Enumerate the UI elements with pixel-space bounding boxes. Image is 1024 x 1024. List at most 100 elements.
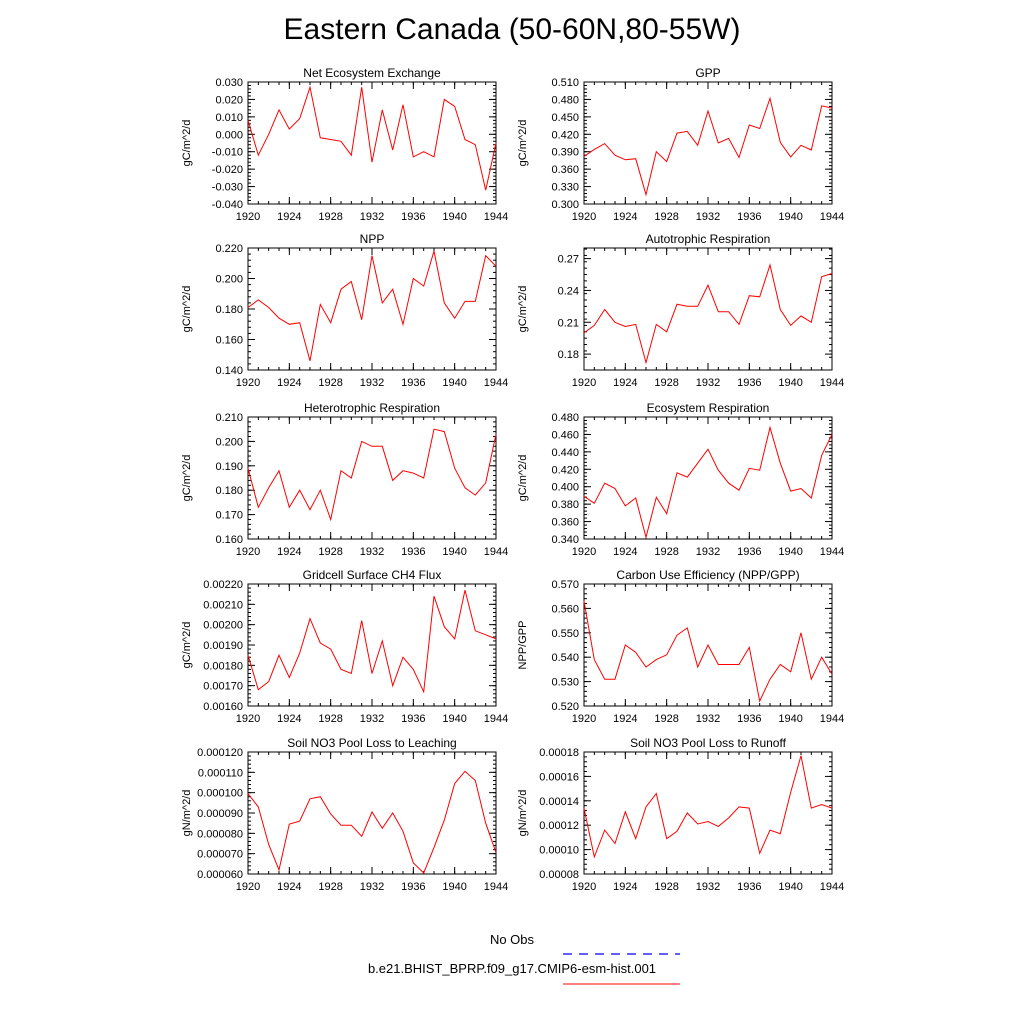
x-tick-label: 1932: [360, 377, 384, 389]
y-tick-label: 0.00018: [539, 747, 579, 759]
x-tick-label: 1924: [277, 881, 301, 893]
x-tick-label: 1944: [820, 211, 844, 223]
series-line: [583, 601, 833, 703]
y-tick-label: 0.00210: [203, 599, 243, 611]
y-tick-label: 0.18: [558, 349, 579, 361]
series-line: [247, 85, 497, 191]
x-tick-label: 1924: [613, 377, 637, 389]
series-line: [583, 425, 833, 540]
y-tick-label: 0.480: [551, 412, 579, 424]
panel-8: 1920 1924 1928 1932 1936 1940 1944 0.520 0.530 0.…: [517, 568, 844, 725]
x-tick-label: 1936: [401, 211, 425, 223]
x-tick-label: 1944: [484, 377, 508, 389]
plot-frame: [247, 583, 497, 707]
y-tick-label: 0.200: [215, 436, 243, 448]
y-tick-label: 0.200: [215, 274, 243, 286]
y-tick-label: 0.510: [551, 77, 579, 89]
y-tick-label: 0.00014: [539, 796, 579, 808]
y-tick-label: 0.27: [558, 254, 579, 266]
y-tick-label: 0.00010: [539, 845, 579, 857]
y-tick-label: 0.570: [551, 579, 579, 591]
y-tick-label: 0.21: [558, 317, 579, 329]
y-tick-label: 0.190: [215, 461, 243, 473]
x-tick-label: 1920: [572, 211, 596, 223]
series-line: [247, 770, 497, 874]
panel-title: NPP: [360, 232, 385, 246]
y-tick-label: 0.00190: [203, 640, 243, 652]
x-tick-label: 1924: [613, 713, 637, 725]
x-tick-label: 1940: [778, 881, 802, 893]
y-tick-label: 0.00008: [539, 869, 579, 881]
panel-title: Net Ecosystem Exchange: [303, 66, 441, 80]
y-tick-label: 0.330: [551, 182, 579, 194]
x-tick-label: 1924: [277, 546, 301, 558]
y-tick-label: 0.000080: [197, 828, 243, 840]
x-tick-label: 1928: [318, 377, 342, 389]
panel-1: 1920 1924 1928 1932 1936 1940 1944 -0.040 -0.030…: [181, 66, 508, 223]
panel-10: 1920 1924 1928 1932 1936 1940 1944 0.00008 0.000…: [517, 736, 844, 893]
x-tick-label: 1936: [401, 377, 425, 389]
panel-title: Autotrophic Respiration: [646, 232, 771, 246]
x-tick-label: 1932: [360, 881, 384, 893]
y-axis-label: gC/m^2/d: [181, 120, 193, 167]
y-axis-label: gN/m^2/d: [181, 790, 193, 837]
x-tick-label: 1928: [654, 377, 678, 389]
plot-frame: [247, 416, 497, 540]
x-tick-label: 1932: [696, 713, 720, 725]
y-tick-label: -0.010: [212, 147, 243, 159]
y-tick-label: 0.000060: [197, 869, 243, 881]
x-tick-label: 1932: [360, 211, 384, 223]
panel-3: 1920 1924 1928 1932 1936 1940 1944 0.140 0.160 0.…: [181, 232, 508, 389]
y-tick-label: 0.000110: [198, 767, 243, 779]
y-tick-label: 0.400: [551, 482, 579, 494]
y-axis-label: gC/m^2/d: [517, 455, 529, 502]
x-tick-label: 1940: [778, 546, 802, 558]
y-tick-label: 0.000090: [197, 808, 243, 820]
x-tick-label: 1940: [442, 546, 466, 558]
series-line: [583, 755, 833, 859]
x-tick-label: 1932: [696, 546, 720, 558]
y-tick-label: 0.000120: [197, 747, 243, 759]
y-axis-label: gN/m^2/d: [517, 790, 529, 837]
x-tick-label: 1928: [318, 713, 342, 725]
series-line: [247, 428, 497, 522]
y-tick-label: 0.540: [551, 652, 579, 664]
x-tick-label: 1928: [654, 546, 678, 558]
x-tick-label: 1924: [277, 377, 301, 389]
y-tick-label: 0.340: [551, 534, 579, 546]
x-tick-label: 1944: [820, 377, 844, 389]
y-tick-label: 0.140: [215, 365, 243, 377]
x-tick-label: 1920: [572, 546, 596, 558]
y-axis-label: gC/m^2/d: [181, 286, 193, 333]
y-tick-label: 0.00160: [203, 701, 243, 713]
plot-frame: [583, 416, 833, 540]
y-tick-label: 0.360: [551, 517, 579, 529]
x-tick-label: 1920: [236, 881, 260, 893]
x-tick-label: 1932: [696, 377, 720, 389]
panel-title: Carbon Use Efficiency (NPP/GPP): [616, 568, 799, 582]
x-tick-label: 1928: [654, 713, 678, 725]
y-tick-label: 0.390: [551, 147, 579, 159]
panel-title: Heterotrophic Respiration: [304, 401, 440, 415]
panel-title: Soil NO3 Pool Loss to Runoff: [630, 736, 787, 750]
x-tick-label: 1932: [696, 881, 720, 893]
y-tick-label: 0.560: [551, 603, 579, 615]
y-tick-label: 0.520: [551, 701, 579, 713]
y-tick-label: 0.00170: [203, 681, 243, 693]
x-tick-label: 1920: [236, 377, 260, 389]
y-tick-label: 0.210: [215, 412, 243, 424]
y-tick-label: 0.300: [551, 199, 579, 211]
plot-frame: [583, 81, 833, 205]
x-tick-label: 1924: [277, 211, 301, 223]
y-tick-label: 0.360: [551, 164, 579, 176]
panel-2: 1920 1924 1928 1932 1936 1940 1944 0.300 0.330 0.…: [517, 66, 844, 223]
panel-title: GPP: [695, 66, 720, 80]
y-tick-label: -0.020: [212, 164, 243, 176]
x-tick-label: 1944: [484, 546, 508, 558]
y-tick-label: 0.480: [551, 94, 579, 106]
y-tick-label: 0.000070: [197, 849, 243, 861]
y-tick-label: 0.000100: [197, 788, 243, 800]
y-tick-label: 0.170: [215, 510, 243, 522]
x-tick-label: 1928: [318, 546, 342, 558]
x-tick-label: 1940: [778, 377, 802, 389]
